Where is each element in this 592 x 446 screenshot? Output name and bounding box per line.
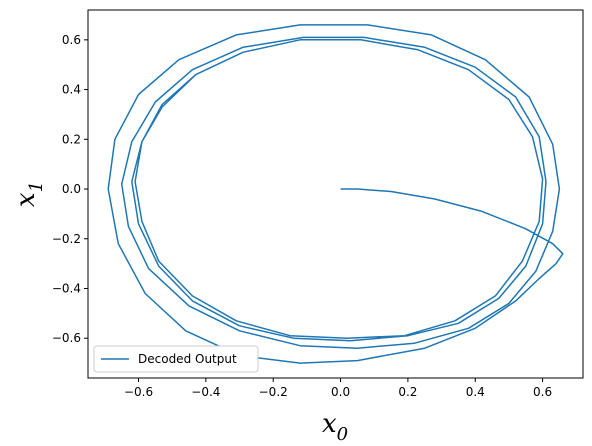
- y-axis-title: x1: [11, 181, 47, 207]
- legend-label: Decoded Output: [138, 352, 237, 366]
- plot-frame: [87, 9, 584, 379]
- y-axis: −0.6 −0.4 −0.2 0.0 0.2 0.4 0.6: [52, 33, 88, 345]
- x-tick-label: 0.6: [533, 385, 552, 399]
- y-tick-label: −0.4: [52, 281, 81, 295]
- x-tick-label: −0.6: [124, 385, 153, 399]
- legend-box: [93, 345, 259, 373]
- y-tick-label: −0.6: [52, 331, 81, 345]
- legend: Decoded Output: [93, 345, 259, 373]
- plot-area: [87, 9, 584, 379]
- x-axis-title: x0: [322, 409, 348, 445]
- y-tick-label: 0.2: [62, 132, 81, 146]
- y-axis-title-main: x: [11, 192, 41, 207]
- x-tick-label: 0.0: [331, 385, 350, 399]
- y-tick-label: −0.2: [52, 232, 81, 246]
- x-tick-label: −0.2: [259, 385, 288, 399]
- x-tick-label: −0.4: [191, 385, 220, 399]
- x-axis-title-main: x: [322, 409, 337, 439]
- series-line-decoded-output: [107, 24, 564, 364]
- y-tick-label: 0.6: [62, 33, 81, 47]
- x-tick-label: 0.4: [466, 385, 485, 399]
- x-tick-label: 0.2: [398, 385, 417, 399]
- y-tick-label: 0.4: [62, 83, 81, 97]
- y-tick-label: 0.0: [62, 182, 81, 196]
- y-axis-title-subscript: 1: [26, 181, 47, 192]
- x-axis: −0.6 −0.4 −0.2 0.0 0.2 0.4 0.6: [124, 378, 552, 399]
- x-axis-title-subscript: 0: [337, 424, 348, 445]
